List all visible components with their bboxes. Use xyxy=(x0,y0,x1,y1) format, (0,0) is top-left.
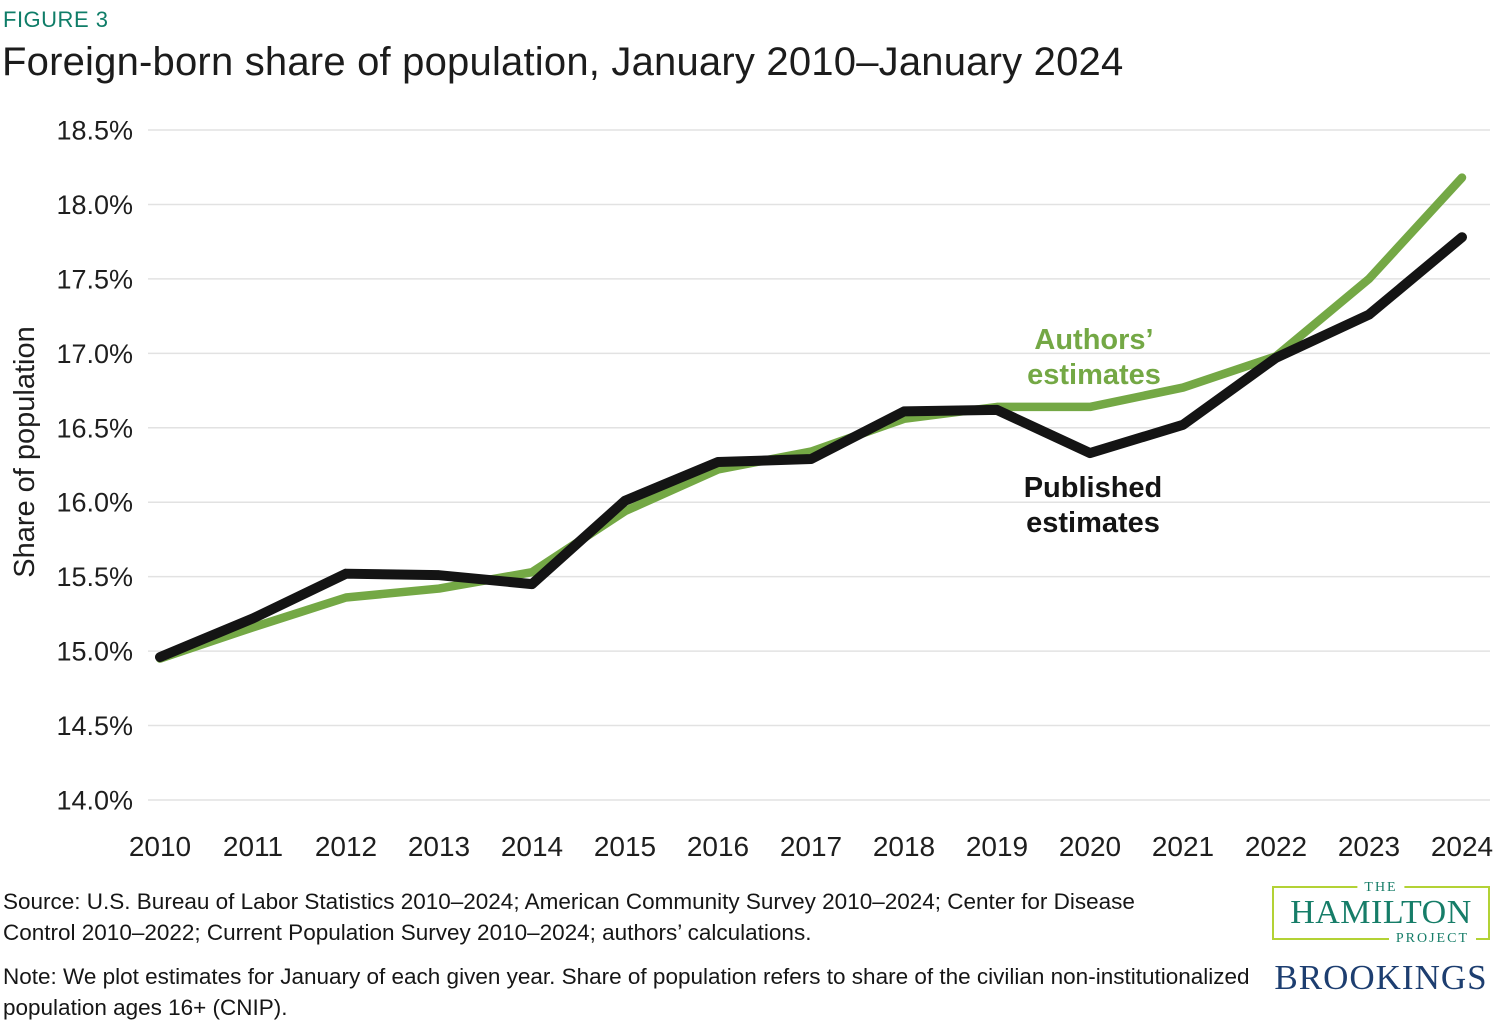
figure-label: FIGURE 3 xyxy=(3,7,109,32)
footnotes: Source: U.S. Bureau of Labor Statistics … xyxy=(3,886,1258,1023)
x-tick-label: 2024 xyxy=(1431,831,1493,862)
x-tick-label: 2012 xyxy=(315,831,377,862)
y-tick-label: 16.5% xyxy=(56,413,133,443)
series-line-published-estimates xyxy=(155,232,1467,663)
y-tick-label: 14.0% xyxy=(56,786,133,816)
series-line-authors-estimates xyxy=(155,173,1467,663)
x-tick-label: 2013 xyxy=(408,831,470,862)
methodology-note: Note: We plot estimates for January of e… xyxy=(3,964,1250,1020)
authors-estimates-label: Authors’ xyxy=(1034,324,1153,356)
published-estimates-label: Published xyxy=(1024,472,1163,504)
authors-estimates-label: estimates xyxy=(1027,359,1161,391)
x-tick-label: 2011 xyxy=(223,831,283,862)
y-tick-label: 17.5% xyxy=(56,264,133,294)
y-tick-label: 15.0% xyxy=(56,637,133,667)
hamilton-logo-the: THE xyxy=(1357,879,1405,896)
hamilton-logo-hamilton: HAMILTON xyxy=(1290,894,1472,931)
x-tick-label: 2018 xyxy=(873,831,935,862)
x-tick-label: 2021 xyxy=(1152,831,1214,862)
y-axis-title: Share of population xyxy=(9,326,41,578)
x-tick-label: 2016 xyxy=(687,831,749,862)
x-tick-label: 2020 xyxy=(1059,831,1121,862)
published-estimates-label: estimates xyxy=(1026,507,1160,539)
y-tick-label: 16.0% xyxy=(56,488,133,518)
x-tick-label: 2015 xyxy=(594,831,656,862)
y-tick-label: 18.0% xyxy=(56,190,133,220)
x-tick-label: 2014 xyxy=(501,831,563,862)
x-tick-label: 2017 xyxy=(780,831,842,862)
y-tick-label: 17.0% xyxy=(56,339,133,369)
y-tick-label: 18.5% xyxy=(56,115,133,145)
x-tick-label: 2022 xyxy=(1245,831,1307,862)
x-tick-label: 2019 xyxy=(966,831,1028,862)
chart-title: Foreign-born share of population, Januar… xyxy=(2,40,1124,84)
hamilton-logo-project: PROJECT xyxy=(1388,930,1476,947)
x-tick-label: 2023 xyxy=(1338,831,1400,862)
source-note: Source: U.S. Bureau of Labor Statistics … xyxy=(3,889,1135,945)
y-tick-label: 14.5% xyxy=(56,711,133,741)
x-tick-label: 2010 xyxy=(129,831,191,862)
brookings-logo: BROOKINGS xyxy=(1274,958,1488,997)
y-tick-label: 15.5% xyxy=(56,562,133,592)
hamilton-project-logo: THE HAMILTON PROJECT xyxy=(1272,879,1490,947)
